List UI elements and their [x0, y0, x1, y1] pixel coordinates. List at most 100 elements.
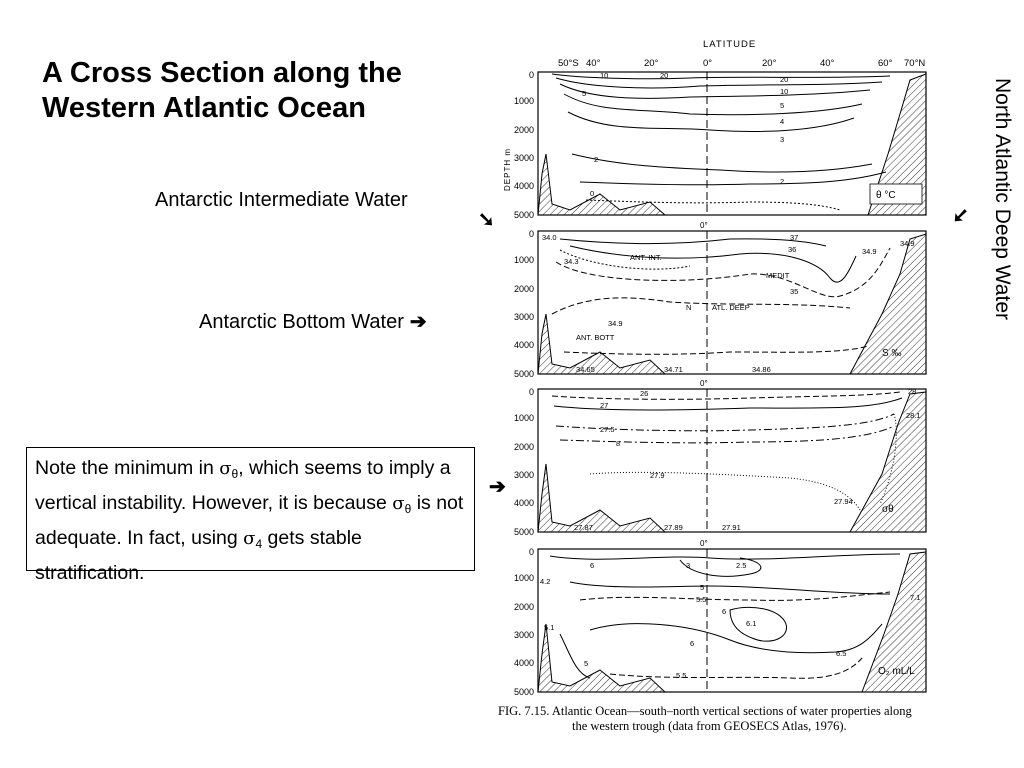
- contour-label: 3: [780, 135, 784, 144]
- note-arrow-icon: ➔: [489, 476, 506, 498]
- contour-label: N: [686, 303, 691, 312]
- sigma-sub-2: θ: [404, 502, 412, 516]
- depth-tick: 2000: [514, 284, 534, 294]
- abw-label: Antarctic Bottom Water ➔: [199, 309, 427, 334]
- contour-label: 27.94: [834, 497, 853, 506]
- note-part1: Note the minimum in: [35, 457, 220, 479]
- lat-tick: 20°: [762, 58, 777, 69]
- figure-caption: FIG. 7.15. Atlantic Ocean—south–north ve…: [498, 704, 958, 734]
- aiw-label-text: Antarctic Intermediate Water: [155, 189, 408, 211]
- contour-label: 6: [690, 639, 694, 648]
- lat-tick: 70°N: [904, 58, 925, 69]
- contour-label: 26: [640, 389, 648, 398]
- contour-label: 10: [600, 71, 608, 80]
- contour-label: 34.65: [576, 365, 595, 374]
- lat-tick: 0°: [703, 58, 712, 69]
- contour-label: 10: [780, 87, 788, 96]
- depth-tick: 1000: [514, 255, 534, 265]
- contour-label: 5: [582, 89, 586, 98]
- caption-line-2: the western trough (data from GEOSECS At…: [572, 719, 847, 733]
- contour-label: 34.9: [900, 239, 915, 248]
- depth-tick: 3000: [514, 312, 534, 322]
- contour-label: 35: [790, 287, 798, 296]
- depth-tick: 0: [529, 387, 534, 397]
- depth-tick: 3000: [514, 630, 534, 640]
- depth-tick: 4000: [514, 658, 534, 668]
- depth-tick: 0: [529, 229, 534, 239]
- zero-marker: 0°: [700, 221, 708, 230]
- nadw-arrow-icon: ➘: [952, 205, 969, 227]
- title-line-2: Western Atlantic Ocean: [42, 92, 366, 124]
- abw-label-text: Antarctic Bottom Water: [199, 311, 404, 333]
- contour-label: 4: [780, 117, 784, 126]
- zero-marker: 0°: [700, 539, 708, 548]
- panel-temperature: 0 1000 2000 3000 4000 5000 θ °C 10 20 5: [514, 70, 927, 220]
- contour-label: 7.1: [910, 593, 920, 602]
- contour-label: 8: [616, 439, 620, 448]
- contour-label: 20: [660, 71, 668, 80]
- contour-label: 6.1: [746, 619, 756, 628]
- caption-line-1: FIG. 7.15. Atlantic Ocean—south–north ve…: [498, 704, 912, 718]
- lat-tick: 60°: [878, 58, 893, 69]
- aiw-arrow-icon: ➘: [478, 209, 495, 231]
- contour-label: 27.5: [600, 425, 615, 434]
- lat-tick: 40°: [820, 58, 835, 69]
- panel-density: 0° 0 1000 2000 3000 4000 5000 26 27 2: [514, 379, 927, 537]
- contour-label: 5: [584, 659, 588, 668]
- note-part4: gets stable stratification.: [35, 527, 362, 584]
- sigma-symbol-1: σ: [219, 458, 232, 479]
- note-box: Note the minimum in σθ, which seems to i…: [26, 447, 475, 584]
- sigma-symbol-3: σ: [243, 528, 256, 549]
- lat-tick: 20°: [644, 58, 659, 69]
- depth-tick: 5000: [514, 687, 534, 697]
- contour-label: 27: [600, 401, 608, 410]
- note-part3: is not adequate. In fact, using: [35, 492, 464, 549]
- zero-marker: 0°: [700, 379, 708, 388]
- sigma-sub-1: θ: [231, 467, 239, 481]
- lat-tick: 50°S: [558, 58, 579, 69]
- density-unit-label: σθ: [882, 504, 894, 515]
- contour-label: 0: [590, 189, 594, 198]
- title-line-1: A Cross Section along the: [42, 57, 402, 89]
- contour-label: 28.1: [906, 411, 921, 420]
- depth-tick: 2000: [514, 602, 534, 612]
- depth-tick: 3000: [514, 470, 534, 480]
- contour-label: 6.5: [836, 649, 846, 658]
- contour-label: 27.91: [722, 523, 741, 532]
- aiw-label: Antarctic Intermediate Water: [155, 189, 408, 212]
- contour-label: 2: [780, 177, 784, 186]
- contour-label: 28: [908, 387, 916, 396]
- depth-tick: 1000: [514, 573, 534, 583]
- abw-arrow-icon: ➔: [409, 311, 427, 333]
- panel-salinity: 0° 0 1000 2000 3000 4000 5000 34.0 37: [514, 221, 927, 379]
- contour-label: 34.86: [752, 365, 771, 374]
- contour-label: 27.87: [574, 523, 593, 532]
- contour-label: 6: [722, 607, 726, 616]
- depth-tick: 5000: [514, 527, 534, 537]
- oxygen-unit-label: O₂ mL/L: [878, 666, 915, 677]
- sigma-symbol-2: σ: [392, 493, 405, 514]
- contour-label: 34.0: [542, 233, 557, 242]
- depth-tick: 4000: [514, 181, 534, 191]
- depth-tick: 2000: [514, 442, 534, 452]
- contour-label: 3: [686, 561, 690, 570]
- depth-axis-label: DEPTH m: [503, 148, 512, 191]
- contour-label: 2: [594, 155, 598, 164]
- salinity-unit-label: S ‰: [882, 348, 901, 359]
- contour-label: ATL. DEEP: [712, 303, 750, 312]
- contour-label: 4.2: [540, 577, 550, 586]
- latitude-ticks: 50°S 40° 20° 0° 20° 40° 60° 70°N: [558, 58, 925, 69]
- contour-label: MEDIT: [766, 271, 790, 280]
- contour-label: 20: [780, 75, 788, 84]
- slide-title: A Cross Section along the Western Atlant…: [42, 56, 502, 126]
- contour-label: 5.1: [544, 623, 554, 632]
- depth-tick: 2000: [514, 125, 534, 135]
- contour-label: ANT. BOTT: [576, 333, 615, 342]
- lat-tick: 40°: [586, 58, 601, 69]
- contour-label: 2.5: [736, 561, 746, 570]
- contour-label: 5.5: [676, 671, 686, 680]
- contour-label: 34.9: [862, 247, 877, 256]
- depth-tick: 0: [529, 547, 534, 557]
- temperature-unit-label: θ °C: [876, 190, 896, 201]
- sigma-sub-3: 4: [255, 537, 263, 551]
